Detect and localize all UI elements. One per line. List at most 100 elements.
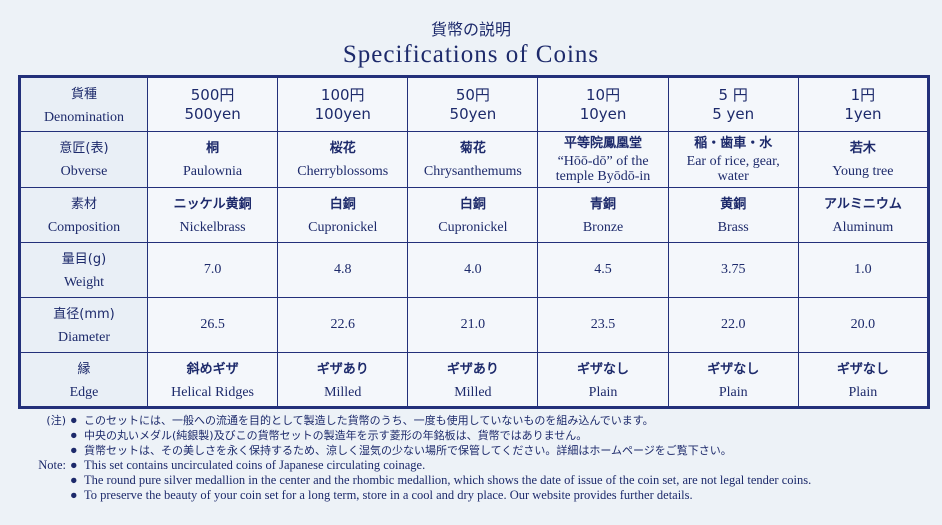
table-cell: 4.0 — [407, 242, 539, 298]
cell-ja: ギザあり — [316, 362, 369, 377]
table-cell: ギザあり Milled — [277, 352, 409, 408]
cell-en: Brass — [717, 220, 749, 235]
cell-value: 22.0 — [720, 317, 746, 332]
table-row: 直径(mm) Diameter 26.5 22.6 21.0 23.5 22.0 20.0 — [19, 297, 930, 353]
row-header: 縁 Edge — [19, 352, 148, 408]
row-header: 貨種 Denomination — [19, 76, 148, 132]
row-header-ja: 素材 — [70, 197, 97, 212]
row-header-ja: 縁 — [77, 362, 91, 377]
cell-value: 22.6 — [330, 317, 355, 332]
cell-en: 10yen — [579, 105, 627, 123]
cell-value: 1.0 — [854, 262, 872, 277]
row-header-en: Edge — [69, 385, 99, 400]
cell-value: 7.0 — [203, 262, 222, 277]
table-cell: 黄銅 Brass — [667, 187, 799, 243]
cell-ja: ギザなし — [577, 362, 630, 377]
cell-ja: 稲・歯車・水 — [694, 136, 773, 151]
note-item: Note: ● This set contains uncirculated coi… — [22, 458, 930, 473]
cell-ja: 斜めギザ — [186, 362, 239, 377]
note-en: This set contains uncirculated coins of … — [84, 458, 426, 472]
cell-en: Plain — [718, 385, 748, 400]
bullet-icon: ● — [70, 428, 78, 442]
cell-ja: 菊花 — [459, 141, 486, 156]
table-row: 量目(g) Weight 7.0 4.8 4.0 4.5 3.75 1.0 — [19, 242, 930, 298]
cell-en: Plain — [588, 385, 618, 400]
content: 貨種 Denomination 500円 500yen 100円 100yen 50円 50y… — [18, 75, 930, 503]
cell-en: “Hōō-dō” of the temple Byōdō-in — [555, 154, 651, 184]
cell-en: 100yen — [314, 105, 371, 123]
cell-en: 1yen — [844, 105, 882, 123]
cell-en: Cupronickel — [438, 220, 508, 235]
table-cell: 稲・歯車・水 Ear of rice, gear, water — [667, 131, 799, 188]
table-cell: 桜花 Cherryblossoms — [277, 131, 409, 188]
table-cell: 斜めギザ Helical Ridges — [146, 352, 279, 408]
cell-en: Aluminum — [832, 220, 894, 235]
table-cell: ニッケル黄銅 Nickelbrass — [146, 187, 279, 243]
table-cell: ギザあり Milled — [407, 352, 539, 408]
table-cell: 100円 100yen — [277, 76, 409, 132]
cell-en: 50yen — [449, 105, 497, 123]
cell-en: 500yen — [184, 105, 241, 123]
table-cell: 10円 10yen — [537, 76, 669, 132]
table-cell: 20.0 — [797, 297, 930, 353]
table-cell: 23.5 — [537, 297, 669, 353]
table-cell: ギザなし Plain — [667, 352, 799, 408]
bullet-icon: ● — [70, 413, 78, 427]
note-item: ● The round pure silver medallion in the … — [22, 473, 930, 488]
table-cell: 若木 Young tree — [797, 131, 930, 188]
cell-ja: ギザあり — [446, 362, 499, 377]
cell-value: 4.0 — [464, 262, 482, 277]
table-cell: 1.0 — [797, 242, 930, 298]
row-header-ja: 貨種 — [70, 87, 97, 102]
cell-ja: 白銅 — [329, 197, 356, 212]
cell-ja: ギザなし — [707, 362, 760, 377]
table-cell: 22.6 — [277, 297, 409, 353]
cell-ja: 平等院鳳凰堂 — [564, 136, 643, 151]
note-en: To preserve the beauty of your coin set … — [84, 488, 693, 502]
cell-ja: 10円 — [586, 86, 621, 104]
table-row: 縁 Edge 斜めギザ Helical Ridges ギザあり Milled ギザあり Mil… — [19, 352, 930, 408]
row-header: 素材 Composition — [19, 187, 148, 243]
cell-en: Young tree — [832, 164, 894, 179]
note-item: ● 貨幣セットは、その美しさを永く保持するため、涼しく湿気の少ない場所で保管してく… — [22, 443, 930, 458]
table-cell: 21.0 — [407, 297, 539, 353]
cell-ja: 黄銅 — [720, 197, 747, 212]
table-cell: アルミニウム Aluminum — [797, 187, 930, 243]
cell-ja: 100円 — [320, 86, 365, 104]
cell-ja: 青銅 — [590, 197, 617, 212]
row-header-en: Obverse — [60, 164, 108, 179]
note-item: ● 中央の丸いメダル(純銀製)及びこの貨幣セットの製造年を示す菱形の年銘板は、貨幣… — [22, 428, 930, 443]
table-row: 素材 Composition ニッケル黄銅 Nickelbrass 白銅 Cupronic… — [19, 187, 930, 243]
row-header-ja: 直径(mm) — [53, 307, 115, 322]
row-header-ja: 意匠(表) — [59, 141, 109, 156]
table-cell: 平等院鳳凰堂 “Hōō-dō” of the temple Byōdō-in — [537, 131, 669, 188]
table-cell: 白銅 Cupronickel — [277, 187, 409, 243]
cell-ja: 若木 — [849, 141, 876, 156]
cell-value: 21.0 — [460, 317, 486, 332]
table-cell: 1円 1yen — [797, 76, 930, 132]
row-header: 意匠(表) Obverse — [19, 131, 148, 188]
cell-en: Milled — [324, 385, 362, 400]
cell-value: 26.5 — [200, 317, 225, 332]
cell-ja: ギザなし — [836, 362, 889, 377]
cell-ja: 50円 — [455, 86, 490, 104]
cell-en: Milled — [454, 385, 492, 400]
row-header-en: Composition — [47, 220, 121, 235]
cell-ja: 桐 — [206, 141, 220, 156]
notes: (注) ● このセットには、一般への流通を目的として製造した貨幣のうち、一度も使用し… — [22, 413, 930, 503]
cell-ja: 白銅 — [459, 197, 486, 212]
bullet-icon: ● — [70, 473, 78, 487]
table-cell: 7.0 — [146, 242, 279, 298]
table-cell: 500円 500yen — [146, 76, 279, 132]
note-ja: 中央の丸いメダル(純銀製)及びこの貨幣セットの製造年を示す菱形の年銘板は、貨幣で… — [84, 429, 588, 442]
cell-value: 23.5 — [590, 317, 616, 332]
table-row: 意匠(表) Obverse 桐 Paulownia 桜花 Cherryblossoms 菊花… — [19, 131, 930, 188]
bullet-icon: ● — [70, 458, 78, 472]
cell-en: 5 yen — [712, 105, 755, 123]
title-japanese: 貨幣の説明 — [430, 20, 511, 39]
note-en: The round pure silver medallion in the c… — [84, 473, 812, 487]
table-cell: ギザなし Plain — [537, 352, 669, 408]
coin-spec-table: 貨種 Denomination 500円 500yen 100円 100yen 50円 50y… — [18, 75, 930, 409]
row-header: 直径(mm) Diameter — [19, 297, 148, 353]
cell-ja: アルミニウム — [823, 197, 902, 212]
